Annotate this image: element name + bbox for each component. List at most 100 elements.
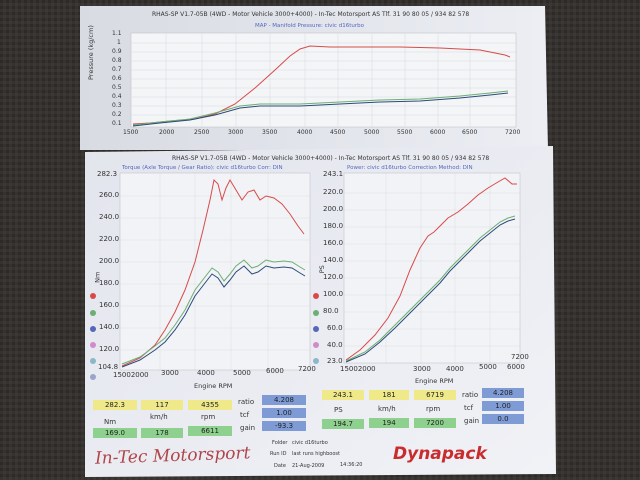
torque-ytick-5: 180.0: [99, 279, 120, 287]
torque-gain-value: -93.3: [262, 421, 306, 431]
map-xtick-4: 3500: [262, 129, 278, 136]
torque-tcf-label: tcf: [240, 411, 250, 419]
power-ytick-9: 60.0: [327, 324, 343, 332]
map-ytick-3: 0.8: [112, 57, 122, 64]
torque-green-curve: [121, 259, 306, 365]
power-unit-ps: PS: [334, 406, 343, 414]
power-max-value: 243.1: [322, 390, 364, 400]
torque-xtick-0: 15002000: [113, 371, 149, 379]
folder-label: Folder: [272, 440, 288, 446]
map-ytick-5: 0.6: [112, 75, 122, 82]
power-ytick-6: 120.0: [323, 273, 344, 281]
torque-plot-area: [119, 172, 311, 371]
power-ratio-value: 4.208: [482, 388, 524, 398]
torque-blue-curve: [121, 265, 306, 368]
map-xtick-9: 6000: [430, 129, 446, 136]
map-chart-title: MAP - Manifold Pressure: civic d16turbo: [255, 23, 364, 29]
map-xtick-2: 2500: [194, 129, 210, 136]
torque-unit-rpm: rpm: [201, 413, 216, 421]
power-tcf-value: 1.00: [482, 401, 524, 411]
torque-ratio-value: 4.208: [262, 395, 306, 405]
date-label: Date: [274, 463, 286, 469]
map-ytick-10: 0.1: [112, 120, 122, 127]
torque-end-rpm: 6611: [188, 426, 232, 436]
torque-tcf-value: 1.00: [262, 408, 306, 418]
map-xtick-0: 1500: [123, 129, 139, 136]
torque-xtick-1: 3000: [161, 369, 179, 377]
torque-ytick-2: 240.0: [99, 213, 120, 221]
power-green-curve: [345, 215, 516, 362]
map-xtick-6: 4500: [330, 129, 346, 136]
torque-unit-kmh: km/h: [150, 413, 168, 421]
map-xtick-8: 5500: [397, 129, 413, 136]
power-gain-label: gain: [464, 417, 480, 425]
power-end-value: 194.7: [322, 419, 364, 429]
map-xtick-1: 2000: [159, 129, 175, 136]
torque-end-speed: 178: [141, 428, 183, 438]
torque-xlabel: Engine RPM: [194, 382, 233, 390]
power-ytick-7: 100.0: [323, 290, 344, 298]
map-ytick-2: 0.9: [112, 48, 122, 55]
map-ytick-6: 0.5: [112, 84, 122, 91]
torque-ytick-3: 220.0: [99, 235, 120, 243]
map-ytick-7: 0.4: [112, 93, 122, 100]
power-ytick-10: 40.0: [327, 341, 343, 349]
power-ytick-11: 23.0: [327, 357, 343, 365]
torque-ytick-1: 260.0: [99, 191, 120, 199]
map-green-curve: [132, 90, 509, 126]
map-ytick-0: 1.1: [112, 30, 122, 37]
time-value: 14:36:20: [340, 462, 363, 468]
run-id-label: Run ID: [270, 451, 287, 457]
torque-xtick-4: 6000: [266, 367, 284, 375]
power-end-speed: 194: [369, 418, 409, 428]
torque-red-curve: [121, 178, 305, 367]
power-ratio-label: ratio: [462, 391, 479, 399]
map-xtick-11: 7200: [505, 129, 521, 136]
power-ytick-4: 160.0: [323, 239, 344, 247]
date-value: 21-Aug-2009: [292, 463, 325, 469]
power-xtick-0: 15002000: [340, 365, 376, 373]
power-ytick-2: 200.0: [323, 205, 344, 213]
torque-xtick-2: 4000: [197, 369, 215, 377]
power-max-rpm: 6719: [414, 390, 456, 400]
map-ytick-9: 0.2: [112, 111, 122, 118]
top-sheet-header: RHAS-SP V1.7-05B (4WD - Motor Vehicle 30…: [152, 11, 470, 18]
torque-ytick-0: 282.3: [97, 170, 118, 178]
torque-xtick-3: 5000: [233, 369, 251, 377]
power-gain-value: 0.0: [482, 414, 524, 424]
bottom-sheet-header: RHAS-SP V1.7-05B (4WD - Motor Vehicle 30…: [172, 155, 490, 162]
torque-gain-label: gain: [240, 424, 256, 432]
power-end-rpm: 7200: [414, 418, 456, 428]
power-unit-kmh: km/h: [378, 405, 396, 413]
torque-ytick-8: 120.0: [99, 345, 120, 353]
torque-ytick-7: 140.0: [99, 323, 120, 331]
power-ytick-1: 220.0: [323, 188, 344, 196]
power-ytick-0: 243.1: [323, 170, 344, 178]
power-ytick-3: 180.0: [323, 222, 344, 230]
folder-value: civic d16turbo: [292, 440, 328, 446]
map-xtick-3: 3000: [228, 129, 244, 136]
torque-chart-title: Torque (Axle Torque / Gear Ratio): civic…: [122, 165, 283, 171]
power-max-speed: 181: [369, 390, 409, 400]
torque-ytick-6: 160.0: [99, 301, 120, 309]
power-xtick-1: 3000: [413, 365, 431, 373]
torque-max-speed: 117: [141, 400, 183, 410]
torque-end-value: 169.0: [93, 428, 137, 438]
map-xtick-7: 5000: [364, 129, 380, 136]
power-grid: [344, 173, 520, 363]
map-ytick-8: 0.3: [112, 102, 122, 109]
power-xlabel: Engine RPM: [415, 377, 454, 385]
torque-max-rpm: 4355: [188, 400, 232, 410]
power-unit-rpm: rpm: [426, 405, 441, 413]
power-xtick-5: 7200: [511, 353, 529, 361]
torque-ytick-4: 200.0: [99, 257, 120, 265]
power-xtick-3: 5000: [479, 363, 497, 371]
map-ylabel: Pressure (kg/cm): [87, 25, 95, 80]
map-ytick-4: 0.7: [112, 66, 122, 73]
power-red-curve: [345, 177, 517, 361]
map-grid: [131, 33, 516, 127]
run-id-value: last runs highboost: [292, 451, 340, 457]
map-blue-curve: [132, 92, 509, 127]
power-xtick-4: 6000: [507, 363, 525, 371]
map-ytick-1: 1: [117, 39, 121, 46]
